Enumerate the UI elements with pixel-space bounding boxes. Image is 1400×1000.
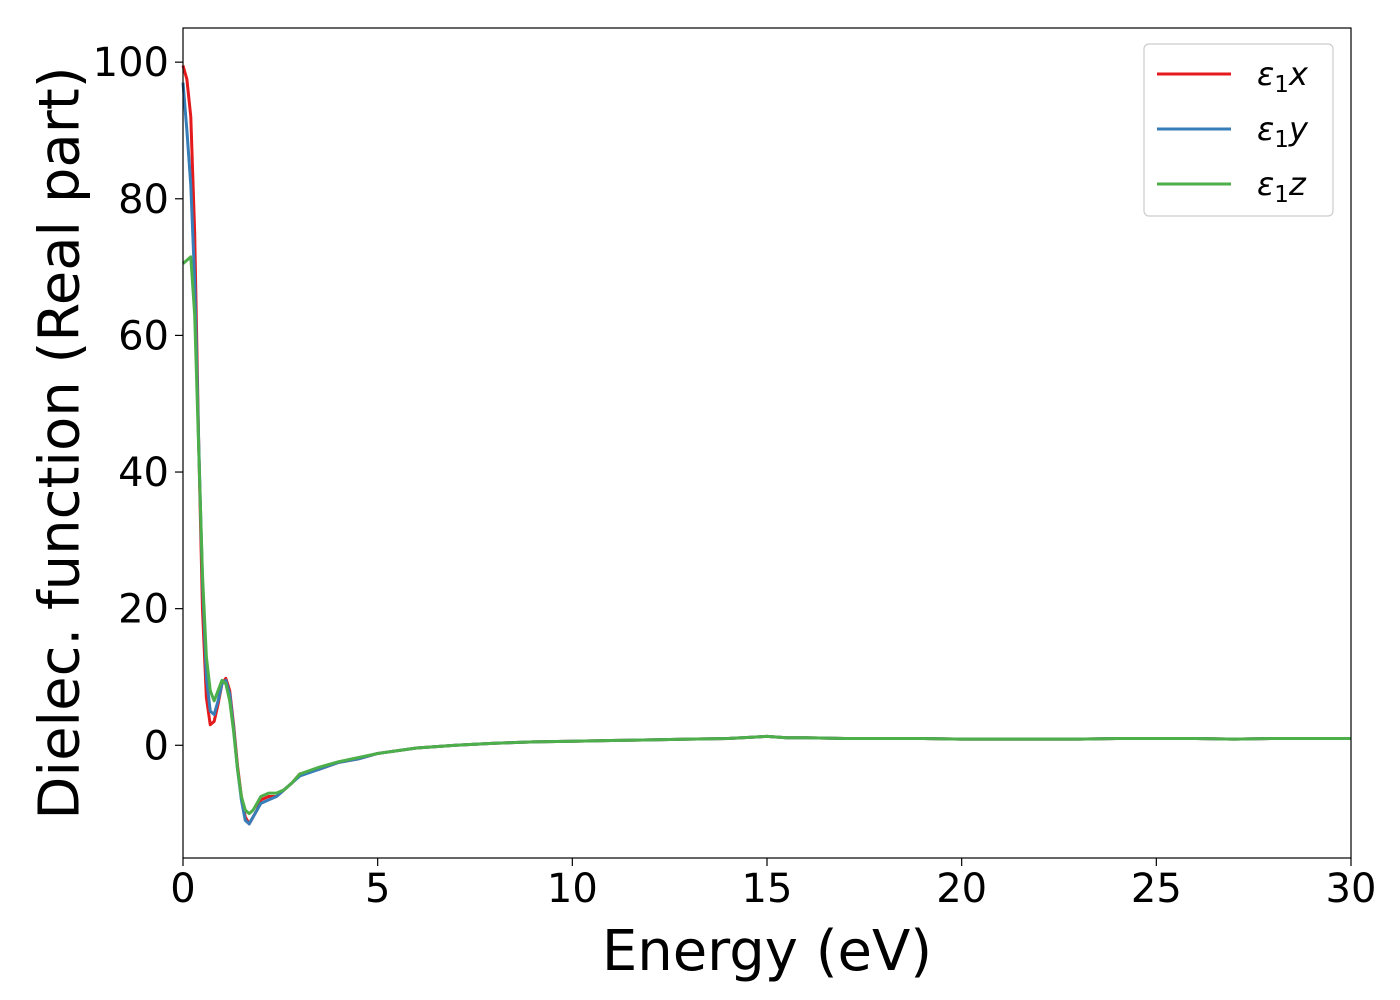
x-tick-label: 20 bbox=[936, 866, 987, 912]
x-tick-label: 25 bbox=[1131, 866, 1182, 912]
legend-box bbox=[1143, 43, 1334, 217]
plot-lines bbox=[181, 65, 1351, 826]
legend-subscript: 1 bbox=[1274, 127, 1289, 153]
x-axis-title: Energy (eV) bbox=[602, 919, 932, 984]
x-tick-label: 0 bbox=[170, 866, 195, 912]
legend-label-x: ε1x bbox=[1257, 55, 1309, 98]
x-tick-label: 5 bbox=[365, 866, 390, 912]
legend-epsilon: ε bbox=[1257, 55, 1274, 93]
y-axis-ticks: 0 20 40 60 80 100 bbox=[93, 40, 183, 769]
legend-component: z bbox=[1288, 165, 1307, 203]
series-line-z bbox=[182, 255, 1351, 816]
legend-label-y: ε1y bbox=[1257, 110, 1309, 153]
y-tick-label: 80 bbox=[118, 177, 169, 223]
y-tick-label: 100 bbox=[93, 40, 169, 86]
y-tick-label: 20 bbox=[118, 587, 169, 633]
y-tick-label: 60 bbox=[118, 313, 169, 359]
legend-subscript: 1 bbox=[1274, 182, 1289, 208]
x-axis-ticks: 0 5 10 15 20 25 30 bbox=[170, 858, 1376, 912]
legend-epsilon: ε bbox=[1257, 110, 1274, 148]
x-tick-label: 10 bbox=[547, 866, 598, 912]
legend-component: x bbox=[1288, 55, 1309, 93]
y-axis-title: Dielec. function (Real part) bbox=[28, 66, 93, 819]
x-tick-label: 15 bbox=[742, 866, 793, 912]
y-tick-label: 0 bbox=[144, 723, 169, 769]
y-tick-label: 40 bbox=[118, 450, 169, 496]
legend-subscript: 1 bbox=[1274, 72, 1289, 98]
legend-component: y bbox=[1288, 110, 1309, 148]
legend-label-z: ε1z bbox=[1257, 165, 1307, 208]
legend-epsilon: ε bbox=[1257, 165, 1274, 203]
x-tick-label: 30 bbox=[1326, 866, 1377, 912]
